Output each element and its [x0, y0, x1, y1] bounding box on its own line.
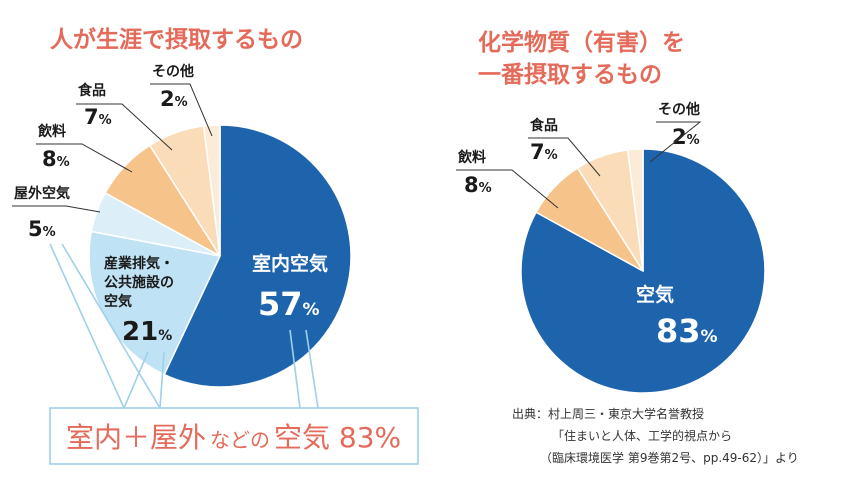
- pie-slice-other: [202, 124, 221, 257]
- leader-line-food: [76, 103, 173, 151]
- indoor-value: 57: [258, 285, 303, 323]
- right-other-label: その他: [658, 101, 700, 118]
- pie-slice-other: [626, 148, 644, 272]
- callout-bracket: [49, 243, 419, 465]
- right-other-pct: %: [687, 133, 700, 148]
- right-chart-title-line2: 一番摂取するもの: [478, 62, 662, 88]
- left-chart-title: 人が生涯で摂取するもの: [50, 26, 303, 53]
- industrial-pct: %: [158, 328, 172, 344]
- callout-part3: 空気 83%: [274, 421, 401, 454]
- drink-label: 飲料: [37, 123, 66, 140]
- indoor-label: 室内空気: [252, 252, 328, 275]
- industrial-label-line1: 産業排気・: [104, 255, 174, 272]
- industrial-label-line2: 公共施設の: [104, 274, 174, 291]
- right-chart-title-line1: 化学物質（有害）を: [478, 29, 685, 56]
- right-food-value-label: 7%: [530, 140, 558, 164]
- right-leader-line-drink: [456, 169, 559, 209]
- air-pct: %: [701, 327, 718, 347]
- leader-line-outdoor: [12, 205, 101, 213]
- drink-pct: %: [57, 155, 70, 170]
- other-value-label: 2%: [160, 87, 188, 111]
- leader-line-drink: [36, 143, 133, 173]
- right-food-pct: %: [545, 148, 558, 163]
- food-value-label: 7%: [84, 105, 112, 129]
- other-pct: %: [175, 95, 188, 110]
- industrial-value-label: 21%: [122, 317, 172, 347]
- source-line2: 「住まいと人体、工学的視点から: [552, 428, 732, 443]
- pie-slice-industrial: [88, 230, 222, 376]
- air-value-label: 83%: [656, 312, 718, 350]
- drink-value: 8: [42, 147, 57, 171]
- right-drink-pct: %: [479, 181, 492, 196]
- outdoor-value: 5: [28, 217, 43, 241]
- drink-value-label: 8%: [42, 147, 70, 171]
- outdoor-label: 屋外空気: [14, 185, 70, 202]
- right-food-value: 7: [530, 140, 545, 164]
- callout-part2: などの: [210, 428, 270, 452]
- right-food-label: 食品: [530, 117, 558, 134]
- food-label: 食品: [78, 82, 106, 99]
- food-pct: %: [99, 113, 112, 128]
- right-leader-line-other: [649, 121, 702, 163]
- industrial-value: 21: [122, 317, 158, 347]
- right-drink-label: 飲料: [457, 149, 486, 166]
- source-line3: （臨床環境医学 第9巻第2号、pp.49-62）」より: [540, 450, 799, 465]
- right-other-value: 2: [672, 125, 687, 149]
- source-line1: 出典：村上周三・東京大学名誉教授: [512, 406, 704, 421]
- right-pie: [520, 148, 766, 394]
- food-value: 7: [84, 105, 99, 129]
- left-pie: [88, 124, 352, 388]
- leader-line-other: [150, 83, 213, 137]
- other-label: その他: [152, 63, 194, 80]
- right-drink-value: 8: [464, 173, 479, 197]
- other-value: 2: [160, 87, 175, 111]
- indoor-value-label: 57%: [258, 285, 320, 323]
- air-label: 空気: [636, 283, 674, 306]
- indoor-pct: %: [303, 300, 320, 320]
- right-leader-line-food: [528, 137, 601, 177]
- callout-text: 室内＋屋外 などの 空気 83%: [66, 421, 401, 454]
- outdoor-value-label: 5%: [28, 217, 56, 241]
- pie-slice-indoor: [163, 124, 352, 388]
- industrial-label-line3: 空気: [104, 293, 132, 310]
- outdoor-pct: %: [43, 225, 56, 240]
- air-value: 83: [656, 312, 701, 350]
- right-drink-value-label: 8%: [464, 173, 492, 197]
- right-other-value-label: 2%: [672, 125, 700, 149]
- callout-part1: 室内＋屋外: [66, 421, 206, 454]
